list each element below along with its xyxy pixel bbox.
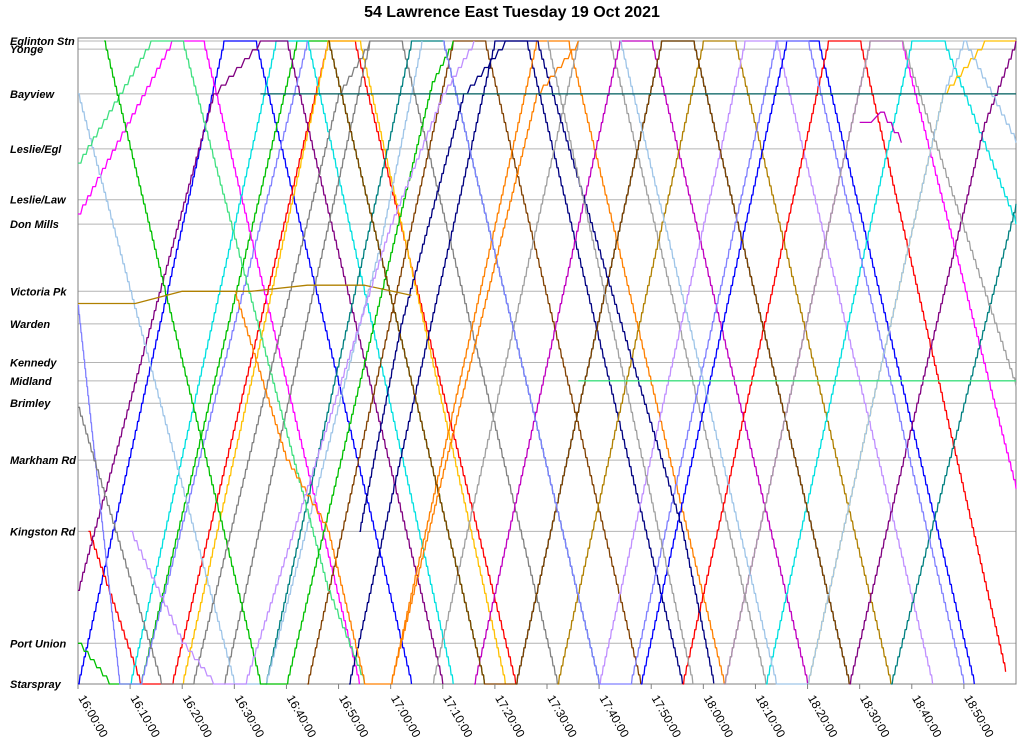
stop-label-warden: Warden (10, 319, 50, 331)
stop-label-leslie-law: Leslie/Law (10, 195, 67, 207)
trip-line-10 (307, 40, 642, 685)
time-label-11: 17:50:00 (649, 693, 685, 741)
stop-label-bayview: Bayview (10, 89, 55, 101)
trip-line-34 (547, 40, 1017, 685)
time-label-3: 16:30:00 (232, 693, 268, 741)
time-label-10: 17:40:00 (597, 693, 633, 741)
stop-label-brimley: Brimley (10, 398, 51, 410)
stop-label-leslie-egl: Leslie/Egl (10, 144, 62, 156)
time-labels: 16:00:00 16:10:00 16:20:00 16:30:00 16:40:00… (75, 684, 997, 740)
trip-line-31 (442, 40, 965, 685)
time-label-0: 16:00:00 (75, 693, 111, 741)
time-label-7: 17:10:00 (440, 692, 476, 740)
trip-line-6 (182, 40, 506, 685)
trip-line-27 (849, 40, 1017, 685)
trip-line-40 (130, 40, 475, 685)
trip-line-32 (359, 40, 715, 685)
trip-lines (77, 40, 1017, 685)
trip-line-18 (557, 40, 892, 685)
stop-label-don-mills: Don Mills (10, 219, 59, 231)
trip-line-28 (78, 40, 371, 685)
time-label-6: 17:00:00 (388, 692, 424, 740)
time-label-16: 18:40:00 (909, 692, 945, 740)
trip-line-38 (78, 284, 412, 305)
time-label-4: 16:40:00 (284, 693, 320, 741)
trip-line-14 (432, 40, 767, 685)
trip-line-11 (77, 40, 308, 685)
trip-line-33 (234, 40, 579, 685)
trip-line-23 (104, 40, 454, 685)
time-label-15: 18:30:00 (857, 692, 893, 740)
trip-line-13 (390, 40, 725, 685)
time-label-13: 18:10:00 (753, 693, 789, 741)
trip-line-22 (682, 40, 1007, 685)
time-label-17: 18:50:00 (961, 692, 997, 740)
time-label-14: 18:20:00 (805, 692, 841, 740)
chart-title: 54 Lawrence East Tuesday 19 Oct 2021 (364, 4, 660, 21)
stop-label-markham-rd: Markham Rd (10, 455, 76, 467)
trip-line-35 (620, 40, 1017, 685)
trip-line-4 (78, 40, 361, 685)
stop-label-starspray: Starspray (10, 679, 62, 691)
stop-label-midland: Midland (10, 376, 52, 388)
time-label-1: 16:10:00 (128, 693, 164, 741)
trip-line-30 (328, 40, 850, 685)
trip-line-15 (78, 40, 423, 685)
trip-line-19 (78, 40, 366, 685)
time-label-9: 17:30:00 (544, 693, 580, 741)
trip-line-36 (859, 111, 903, 143)
trip-line-20 (599, 40, 934, 685)
trip-line-8 (223, 40, 559, 685)
stop-label-eglinton-stn: Eglinton Stn (10, 36, 75, 48)
plot-frame (77, 37, 1017, 685)
trip-line-1 (78, 40, 413, 685)
trip-line-25 (765, 40, 1017, 685)
plot-border (77, 37, 1017, 685)
stop-label-victoria-pk: Victoria Pk (10, 286, 67, 298)
time-label-12: 18:00:00 (701, 693, 737, 741)
stop-label-yonge: Yonge (10, 44, 43, 56)
time-label-8: 17:20:00 (492, 692, 528, 740)
trip-line-16 (474, 40, 809, 685)
trip-line-29 (890, 203, 1017, 685)
time-label-2: 16:20:00 (180, 693, 216, 741)
time-label-5: 16:50:00 (336, 692, 372, 740)
stop-label-kennedy: Kennedy (10, 358, 57, 370)
stop-label-kingston-rd: Kingston Rd (10, 526, 76, 538)
stop-label-port-union: Port Union (10, 638, 66, 650)
